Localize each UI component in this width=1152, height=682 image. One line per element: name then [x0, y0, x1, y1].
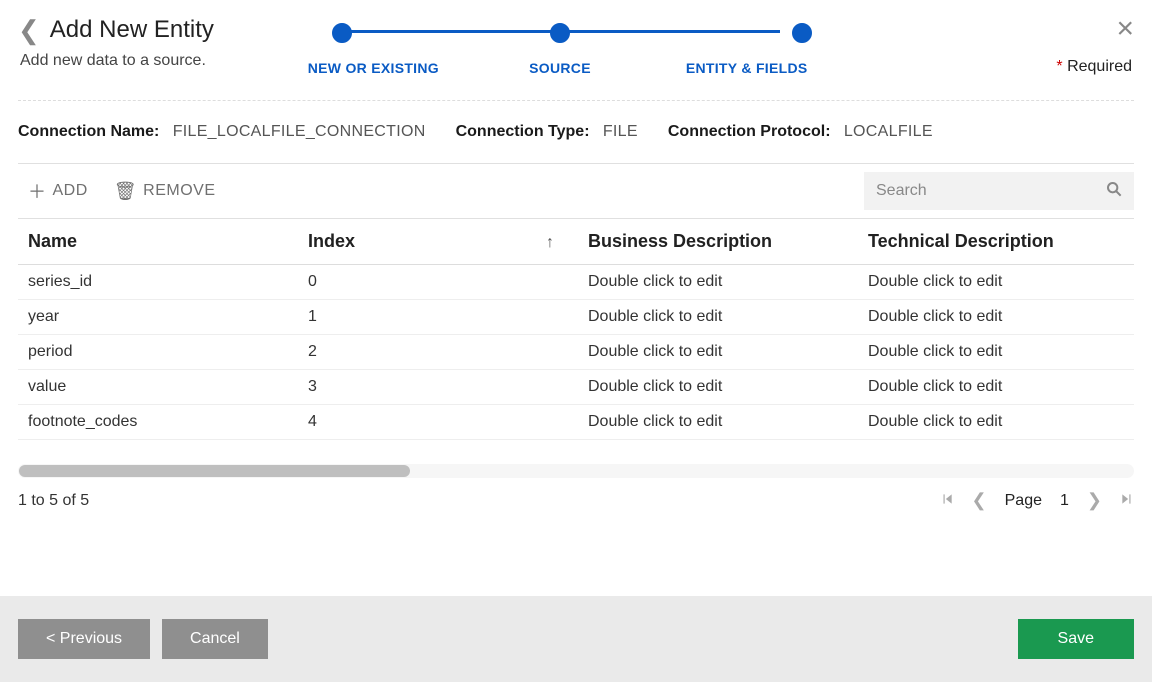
prev-page-icon[interactable]: ❮: [972, 490, 987, 511]
cell-technical[interactable]: Double click to edit: [868, 378, 1124, 396]
cell-index[interactable]: 2: [308, 343, 588, 361]
column-header-index-label: Index: [308, 231, 355, 251]
pager: 1 to 5 of 5 ❮ Page 1 ❯: [0, 486, 1152, 527]
close-icon[interactable]: ×: [1116, 14, 1134, 44]
cell-name[interactable]: series_id: [28, 273, 308, 291]
next-page-icon[interactable]: ❯: [1087, 490, 1102, 511]
remove-button[interactable]: 🗑 REMOVE: [114, 181, 216, 202]
first-page-icon[interactable]: [940, 492, 954, 510]
column-header-technical[interactable]: Technical Description: [868, 231, 1124, 252]
cell-index[interactable]: 0: [308, 273, 588, 291]
previous-button[interactable]: < Previous: [18, 619, 150, 659]
table-row[interactable]: period2Double click to editDouble click …: [18, 335, 1134, 370]
connection-protocol-group: Connection Protocol: LOCALFILE: [668, 123, 933, 141]
save-button[interactable]: Save: [1018, 619, 1134, 659]
cell-business[interactable]: Double click to edit: [588, 378, 868, 396]
cell-technical[interactable]: Double click to edit: [868, 308, 1124, 326]
table-row[interactable]: value3Double click to editDouble click t…: [18, 370, 1134, 405]
connection-name-value: FILE_LOCALFILE_CONNECTION: [173, 123, 426, 140]
cancel-button[interactable]: Cancel: [162, 619, 268, 659]
wizard-stepper: NEW OR EXISTING SOURCE ENTITY & FIELDS: [280, 22, 840, 76]
cell-name[interactable]: year: [28, 308, 308, 326]
cell-name[interactable]: value: [28, 378, 308, 396]
cell-index[interactable]: 3: [308, 378, 588, 396]
table-row[interactable]: footnote_codes4Double click to editDoubl…: [18, 405, 1134, 440]
connection-protocol-value: LOCALFILE: [844, 123, 933, 140]
connection-name-label: Connection Name:: [18, 123, 159, 140]
connection-name-group: Connection Name: FILE_LOCALFILE_CONNECTI…: [18, 123, 426, 141]
table-toolbar: ＋ ADD 🗑 REMOVE: [18, 164, 1134, 219]
step-label-1[interactable]: NEW OR EXISTING: [280, 60, 467, 76]
table-body: series_id0Double click to editDouble cli…: [18, 265, 1134, 440]
required-label: Required: [1067, 58, 1132, 75]
connection-protocol-label: Connection Protocol:: [668, 123, 831, 140]
stepper-track: [280, 22, 840, 42]
step-dot-2[interactable]: [550, 23, 570, 43]
cell-business[interactable]: Double click to edit: [588, 343, 868, 361]
fields-table-zone: ＋ ADD 🗑 REMOVE Name Index ↑ Business Des…: [18, 163, 1134, 440]
page-number: 1: [1060, 492, 1069, 510]
required-note: * Required: [1056, 58, 1132, 76]
table-row[interactable]: year1Double click to editDouble click to…: [18, 300, 1134, 335]
page-label: Page: [1005, 492, 1042, 510]
connection-type-group: Connection Type: FILE: [456, 123, 638, 141]
table-header-row: Name Index ↑ Business Description Techni…: [18, 219, 1134, 265]
cell-business[interactable]: Double click to edit: [588, 273, 868, 291]
cell-business[interactable]: Double click to edit: [588, 413, 868, 431]
trash-icon: 🗑: [114, 181, 137, 202]
stepper-labels: NEW OR EXISTING SOURCE ENTITY & FIELDS: [280, 60, 840, 76]
cell-index[interactable]: 1: [308, 308, 588, 326]
cell-name[interactable]: period: [28, 343, 308, 361]
footer: < Previous Cancel Save: [0, 596, 1152, 682]
cell-technical[interactable]: Double click to edit: [868, 273, 1124, 291]
add-button[interactable]: ＋ ADD: [28, 178, 88, 204]
connection-type-value: FILE: [603, 123, 638, 140]
search-input[interactable]: [876, 182, 1106, 200]
cell-name[interactable]: footnote_codes: [28, 413, 308, 431]
step-label-2[interactable]: SOURCE: [467, 60, 654, 76]
plus-icon: ＋: [28, 178, 47, 204]
connection-summary: Connection Name: FILE_LOCALFILE_CONNECTI…: [0, 101, 1152, 163]
required-asterisk-icon: *: [1056, 58, 1062, 75]
pager-controls: ❮ Page 1 ❯: [940, 490, 1134, 511]
table-row[interactable]: series_id0Double click to editDouble cli…: [18, 265, 1134, 300]
pager-summary: 1 to 5 of 5: [18, 492, 89, 510]
add-label: ADD: [53, 182, 88, 200]
scrollbar-thumb[interactable]: [19, 465, 410, 477]
step-dot-1[interactable]: [332, 23, 352, 43]
column-header-index[interactable]: Index ↑: [308, 231, 588, 252]
cell-business[interactable]: Double click to edit: [588, 308, 868, 326]
column-header-business[interactable]: Business Description: [588, 231, 868, 252]
back-icon[interactable]: ❮: [18, 17, 40, 43]
cell-technical[interactable]: Double click to edit: [868, 413, 1124, 431]
header: ❮ Add New Entity Add new data to a sourc…: [0, 0, 1152, 70]
search-icon[interactable]: [1106, 181, 1122, 202]
horizontal-scrollbar[interactable]: [18, 464, 1134, 478]
cell-technical[interactable]: Double click to edit: [868, 343, 1124, 361]
remove-label: REMOVE: [143, 182, 215, 200]
connection-type-label: Connection Type:: [456, 123, 590, 140]
search-box[interactable]: [864, 172, 1134, 210]
sort-asc-icon[interactable]: ↑: [546, 234, 554, 252]
page-title: Add New Entity: [50, 16, 214, 44]
step-dot-3[interactable]: [792, 23, 812, 43]
cell-index[interactable]: 4: [308, 413, 588, 431]
step-label-3[interactable]: ENTITY & FIELDS: [653, 60, 840, 76]
column-header-name[interactable]: Name: [28, 231, 308, 252]
last-page-icon[interactable]: [1120, 492, 1134, 510]
